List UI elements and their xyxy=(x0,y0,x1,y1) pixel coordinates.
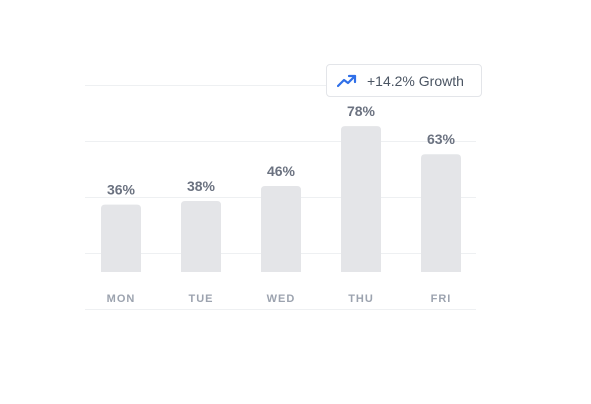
growth-badge-text: +14.2% Growth xyxy=(367,72,464,89)
trending-up-icon xyxy=(337,74,357,87)
x-tick-mon: MON xyxy=(107,293,136,305)
x-tick-wed: WED xyxy=(267,293,296,305)
x-tick-thu: THU xyxy=(348,293,374,305)
value-label-tue: 38% xyxy=(187,178,216,194)
value-label-thu: 78% xyxy=(347,103,376,119)
bar-thu xyxy=(341,126,381,272)
growth-badge: +14.2% Growth xyxy=(326,64,482,97)
value-label-wed: 46% xyxy=(267,163,296,179)
bar-fri xyxy=(421,154,461,272)
x-tick-fri: FRI xyxy=(431,293,452,305)
bar-wed xyxy=(261,185,301,272)
value-label-fri: 63% xyxy=(427,131,456,147)
value-label-mon: 36% xyxy=(107,182,136,198)
chart-bars xyxy=(101,126,461,272)
x-tick-tue: TUE xyxy=(189,293,214,305)
bar-tue xyxy=(181,200,221,272)
bar-mon xyxy=(101,204,141,272)
chart-value-labels: 36% 38% 46% 78% 63% xyxy=(107,103,456,198)
chart-x-axis-ticks: MON TUE WED THU FRI xyxy=(107,293,452,305)
